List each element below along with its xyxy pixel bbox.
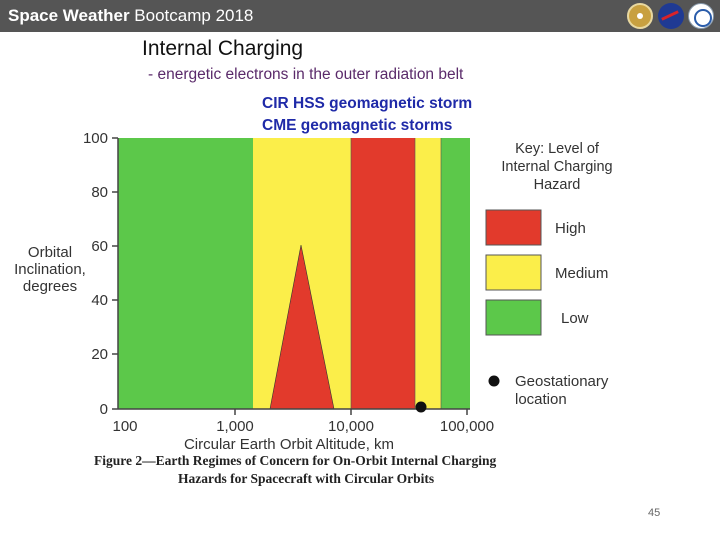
storm-line-cir: CIR HSS geomagnetic storm bbox=[262, 95, 473, 112]
x-tick-label: 100 bbox=[112, 418, 137, 435]
x-tick-label: 10,000 bbox=[328, 418, 374, 435]
x-tick-label: 1,000 bbox=[216, 418, 254, 435]
legend-geostationary-label: Geostationary bbox=[515, 373, 609, 390]
geostationary-marker-icon bbox=[415, 401, 427, 413]
region-medium-2 bbox=[415, 138, 441, 409]
y-axis-label: Orbital bbox=[28, 244, 72, 261]
region-low-2 bbox=[441, 138, 470, 409]
legend-geostationary-label: location bbox=[515, 391, 567, 408]
y-tick-label: 100 bbox=[83, 130, 108, 147]
key-title: Internal Charging bbox=[501, 159, 612, 175]
region-low-1 bbox=[118, 138, 253, 409]
y-tick-label: 20 bbox=[91, 346, 108, 363]
region-high bbox=[351, 138, 415, 409]
legend-label-low: Low bbox=[561, 310, 589, 327]
x-ticks bbox=[234, 409, 468, 415]
header-title: Space Weather Bootcamp 2018 bbox=[8, 6, 254, 25]
nasa-logo-icon bbox=[658, 3, 684, 29]
y-tick-label: 40 bbox=[91, 292, 108, 309]
header-bar: Space Weather Bootcamp 2018 bbox=[0, 0, 720, 32]
y-axis-label: degrees bbox=[23, 278, 77, 295]
figure-caption-line-2: Hazards for Spacecraft with Circular Orb… bbox=[178, 471, 435, 486]
legend-swatch-low bbox=[485, 299, 542, 336]
logo-icon bbox=[627, 3, 653, 29]
storm-line-cme: CME geomagnetic storms bbox=[262, 117, 453, 134]
y-tick-label: 60 bbox=[91, 238, 108, 255]
page-number: 45 bbox=[648, 507, 661, 519]
legend-geostationary-icon bbox=[488, 375, 500, 387]
legend-swatch-high bbox=[485, 209, 542, 246]
slide-subtitle: - energetic electrons in the outer radia… bbox=[148, 66, 464, 83]
legend-swatch-medium bbox=[485, 254, 542, 291]
x-axis-label: Circular Earth Orbit Altitude, km bbox=[184, 436, 394, 453]
figure-caption-line-1: Figure 2—Earth Regimes of Concern for On… bbox=[94, 453, 497, 468]
ccmc-logo-icon bbox=[688, 3, 714, 29]
key-title: Key: Level of bbox=[515, 141, 600, 157]
y-tick-label: 80 bbox=[91, 184, 108, 201]
y-ticks bbox=[112, 137, 118, 410]
key-title: Hazard bbox=[534, 177, 581, 193]
slide-title: Internal Charging bbox=[142, 37, 304, 60]
legend-label-medium: Medium bbox=[555, 265, 608, 282]
y-axis-label: Inclination, bbox=[14, 261, 86, 278]
legend-label-high: High bbox=[555, 220, 586, 237]
y-tick-label: 0 bbox=[100, 401, 108, 418]
x-tick-label: 100,000 bbox=[440, 418, 494, 435]
